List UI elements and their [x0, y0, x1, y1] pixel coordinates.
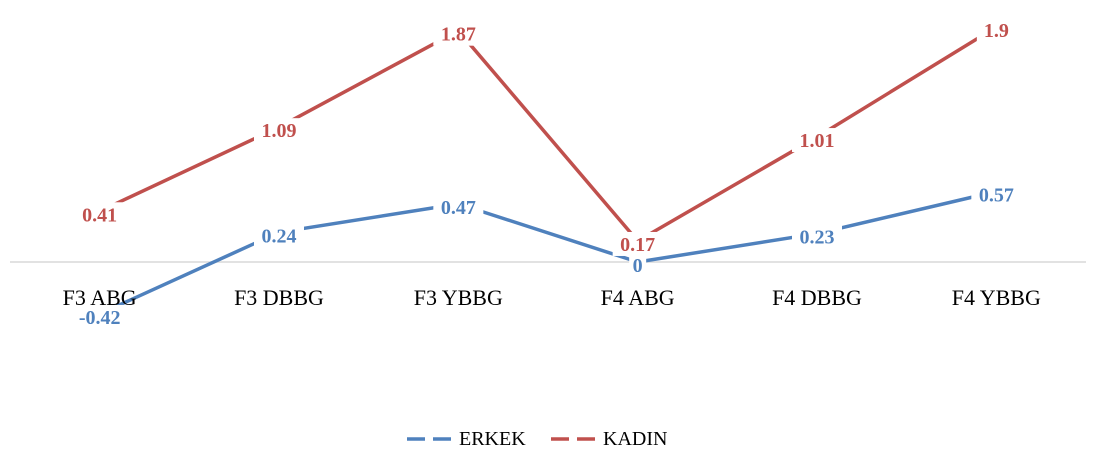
x-tick-label: F4 DBBG [772, 285, 862, 310]
data-label-background [74, 202, 125, 227]
series-lines [97, 25, 999, 316]
data-label-kadin: 1.9 [984, 20, 1009, 42]
data-label-kadin: 0.41 [82, 204, 117, 226]
legend-label-erkek: ERKEK [459, 428, 526, 450]
x-tick-label: F3 ABG [63, 285, 137, 310]
data-label-background [792, 224, 842, 249]
data-label-background [433, 21, 484, 46]
data-label-kadin: 1.87 [441, 24, 476, 46]
data-label-background [976, 17, 1016, 42]
data-label-erkek: 0 [633, 255, 643, 277]
data-label-kadin: 1.09 [262, 120, 297, 142]
data-label-background [971, 182, 1022, 207]
series-line-erkek [97, 189, 999, 316]
x-tick-label: F4 YBBG [952, 285, 1041, 310]
data-label-erkek: 0.47 [441, 197, 476, 219]
data-label-kadin: 0.17 [620, 234, 655, 256]
data-label-background [69, 304, 131, 329]
legend: ERKEK KADIN [407, 428, 667, 450]
x-tick-labels: F3 ABG F3 DBBG F3 YBBG F4 ABG F4 DBBG F4 YBBG [63, 285, 1041, 310]
data-label-background [254, 118, 304, 143]
x-tick-label: F3 DBBG [234, 285, 324, 310]
data-label-background [629, 253, 647, 277]
data-label-kadin: 1.01 [800, 130, 835, 152]
data-label-background [792, 128, 842, 153]
data-label-erkek: 0.57 [979, 184, 1014, 206]
data-labels: -0.42 0.24 0.47 0 0.23 0.57 0.41 1.09 1.87 0.17 1.… [69, 17, 1022, 329]
x-tick-label: F4 ABG [601, 285, 675, 310]
series-line-kadin [97, 25, 999, 243]
data-label-erkek: 0.23 [800, 227, 835, 249]
data-label-erkek: 0.24 [262, 225, 297, 247]
x-tick-label: F3 YBBG [414, 285, 503, 310]
data-label-background [612, 231, 663, 256]
data-label-erkek: -0.42 [79, 307, 121, 329]
legend-label-kadin: KADIN [603, 428, 667, 450]
data-label-background [433, 194, 484, 219]
data-label-background [254, 223, 304, 248]
